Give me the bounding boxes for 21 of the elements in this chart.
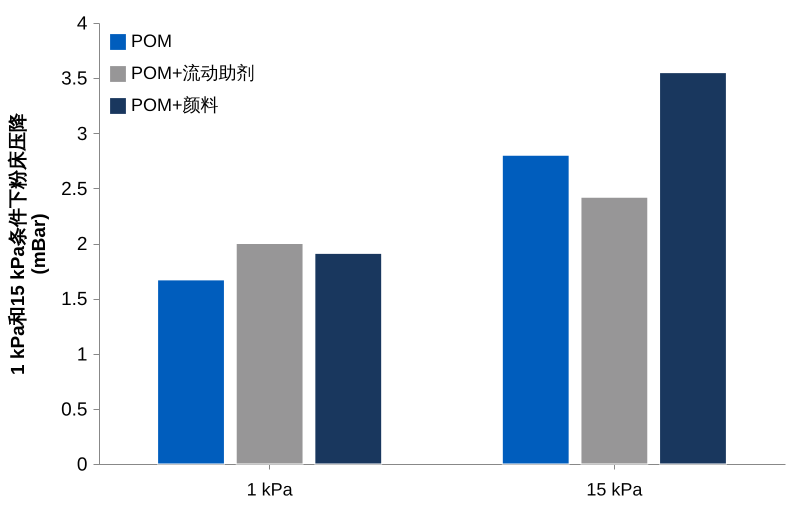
y-tick-label: 0.5 [61,399,88,420]
bar [157,279,225,464]
bar [314,252,382,464]
y-tick-label: 1 [76,344,88,366]
x-tick-label: 15 kPa [586,480,644,500]
bar [236,243,304,464]
y-tick-label: 4 [76,14,88,34]
y-axis-title: 1 kPa和15 kPa条件下粉床压降 (mBar) [7,112,50,375]
legend-label: POM [131,31,172,51]
y-tick-label: 2.5 [61,178,88,200]
bar [659,72,727,464]
y-tick-label: 3 [76,124,88,145]
legend-label: POM+颜料 [131,95,219,115]
bar [502,154,570,464]
y-tick-label: 2 [76,234,88,255]
y-tick-label: 0 [76,454,88,476]
legend-label: POM+流动助剂 [131,63,255,83]
x-tick-label: 1 kPa [246,480,294,500]
y-tick-label: 1.5 [61,289,88,310]
y-tick-label: 3.5 [61,68,88,90]
bar [580,196,648,464]
